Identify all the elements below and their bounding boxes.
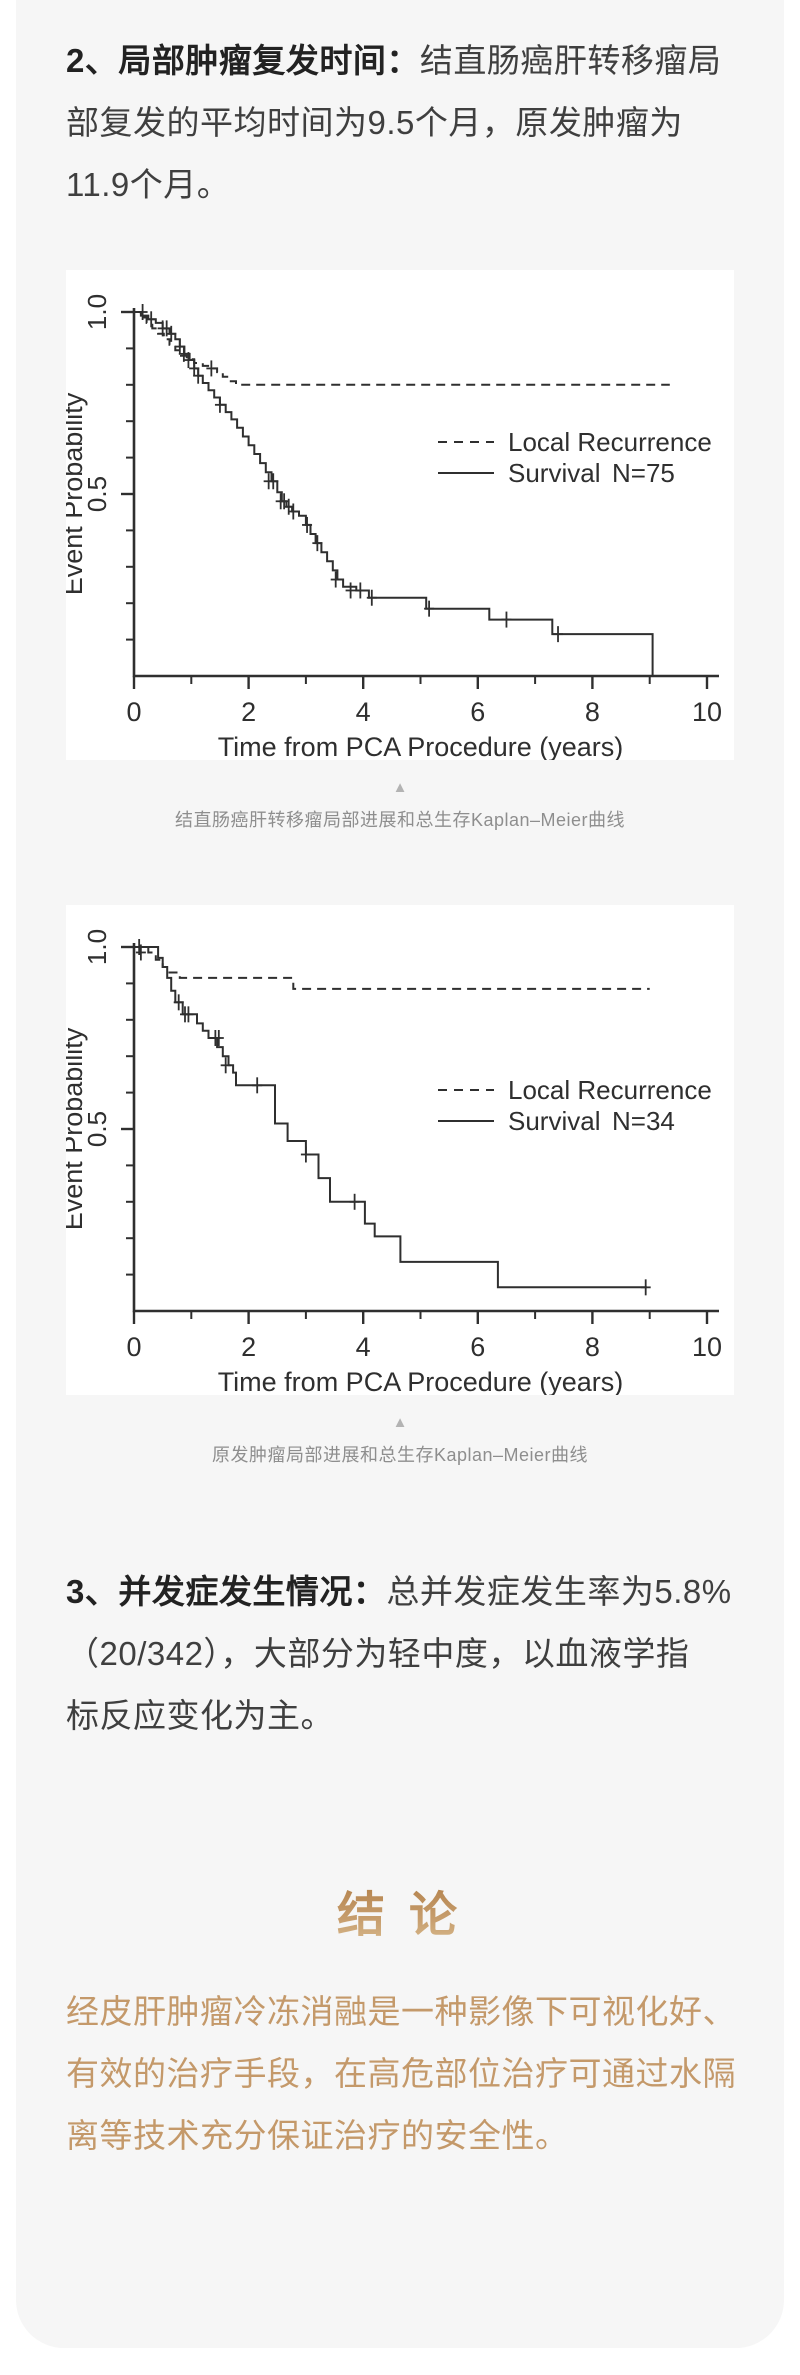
svg-text:1.0: 1.0 bbox=[82, 929, 112, 965]
km-svg: 0 2 4 6 8 10 1.0 0.5 Time from PCA Procedure (ye… bbox=[66, 294, 722, 760]
svg-text:4: 4 bbox=[356, 697, 371, 727]
paragraph-line: 标反应变化为主。 bbox=[66, 1697, 334, 1734]
paragraph-3-heading: 3、并发症发生情况： bbox=[66, 1573, 387, 1610]
conclusion-line: 经皮肝肿瘤冷冻消融是一种影像下可视化好、 bbox=[66, 1993, 736, 2030]
figure-caption-text: 结直肠癌肝转移瘤局部进展和总生存Kaplan–Meier曲线 bbox=[174, 810, 626, 830]
km-chart-colorectal-mets: 0 2 4 6 8 10 1.0 0.5 Time from PCA Procedure (ye… bbox=[66, 270, 734, 760]
conclusion-line: 有效的治疗手段，在高危部位治疗可通过水隔 bbox=[66, 2055, 736, 2092]
paragraph-line: 2、局部肿瘤复发时间：结直肠癌肝转移瘤局 bbox=[66, 30, 734, 92]
svg-text:Survival: Survival bbox=[508, 1106, 600, 1136]
paragraph-line: 3、并发症发生情况：总并发症发生率为5.8% bbox=[66, 1561, 734, 1623]
svg-text:8: 8 bbox=[585, 697, 600, 727]
svg-text:8: 8 bbox=[585, 1332, 600, 1362]
svg-text:10: 10 bbox=[692, 697, 722, 727]
figure-caption-text: 原发肿瘤局部进展和总生存Kaplan–Meier曲线 bbox=[211, 1445, 589, 1465]
svg-text:6: 6 bbox=[470, 1332, 485, 1362]
conclusion-heading: 结 论 bbox=[66, 1881, 734, 1951]
svg-text:Event Probability: Event Probability bbox=[66, 1027, 88, 1230]
km-chart-primary-tumor: 0 2 4 6 8 10 1.0 0.5 Time from PCA Procedure (ye… bbox=[66, 905, 734, 1395]
svg-text:2: 2 bbox=[241, 1332, 256, 1362]
paragraph-line: 部复发的平均时间为9.5个月，原发肿瘤为 bbox=[66, 104, 683, 141]
figure-caption-1: ▲ 结直肠癌肝转移瘤局部进展和总生存Kaplan–Meier曲线 bbox=[66, 778, 734, 834]
caption-arrow-icon: ▲ bbox=[392, 779, 408, 796]
svg-text:2: 2 bbox=[241, 697, 256, 727]
caption-arrow-icon: ▲ bbox=[392, 1414, 408, 1431]
svg-text:4: 4 bbox=[356, 1332, 371, 1362]
svg-text:Survival: Survival bbox=[508, 458, 600, 488]
paragraph-complications: 3、并发症发生情况：总并发症发生率为5.8% （20/342），大部分为轻中度，… bbox=[66, 1561, 734, 1747]
conclusion-paragraph: 经皮肝肿瘤冷冻消融是一种影像下可视化好、 有效的治疗手段，在高危部位治疗可通过水… bbox=[66, 1981, 736, 2167]
svg-text:Time from PCA Procedure (years: Time from PCA Procedure (years) bbox=[218, 1367, 624, 1395]
svg-text:0: 0 bbox=[126, 697, 141, 727]
svg-text:Local Recurrence: Local Recurrence bbox=[508, 427, 712, 457]
svg-text:1.0: 1.0 bbox=[82, 294, 112, 330]
article-card: 2、局部肿瘤复发时间：结直肠癌肝转移瘤局 部复发的平均时间为9.5个月，原发肿瘤… bbox=[16, 0, 784, 2348]
km-figure-colorectal-mets: 0 2 4 6 8 10 1.0 0.5 Time from PCA Procedure (ye… bbox=[66, 270, 734, 760]
svg-text:0: 0 bbox=[126, 1332, 141, 1362]
svg-text:Event Probability: Event Probability bbox=[66, 392, 88, 595]
svg-text:10: 10 bbox=[692, 1332, 722, 1362]
paragraph-2-text: 结直肠癌肝转移瘤局 bbox=[419, 42, 722, 79]
svg-text:N=75: N=75 bbox=[612, 458, 675, 488]
svg-text:6: 6 bbox=[470, 697, 485, 727]
svg-text:Time from PCA Procedure (years: Time from PCA Procedure (years) bbox=[218, 732, 624, 760]
svg-text:0.5: 0.5 bbox=[82, 1111, 112, 1147]
paragraph-3-text: 总并发症发生率为5.8% bbox=[386, 1573, 732, 1610]
paragraph-line: （20/342），大部分为轻中度，以血液学指 bbox=[66, 1635, 690, 1672]
svg-text:N=34: N=34 bbox=[612, 1106, 675, 1136]
svg-text:Local Recurrence: Local Recurrence bbox=[508, 1075, 712, 1105]
paragraph-2-heading: 2、局部肿瘤复发时间： bbox=[66, 42, 420, 79]
km-svg: 0 2 4 6 8 10 1.0 0.5 Time from PCA Procedure (ye… bbox=[66, 929, 722, 1395]
figure-caption-2: ▲ 原发肿瘤局部进展和总生存Kaplan–Meier曲线 bbox=[66, 1413, 734, 1469]
conclusion-line: 离等技术充分保证治疗的安全性。 bbox=[66, 2117, 569, 2154]
km-figure-primary-tumor: 0 2 4 6 8 10 1.0 0.5 Time from PCA Procedure (ye… bbox=[66, 905, 734, 1395]
paragraph-line: 11.9个月。 bbox=[66, 166, 231, 203]
svg-text:0.5: 0.5 bbox=[82, 476, 112, 512]
paragraph-recurrence-time: 2、局部肿瘤复发时间：结直肠癌肝转移瘤局 部复发的平均时间为9.5个月，原发肿瘤… bbox=[66, 0, 734, 216]
